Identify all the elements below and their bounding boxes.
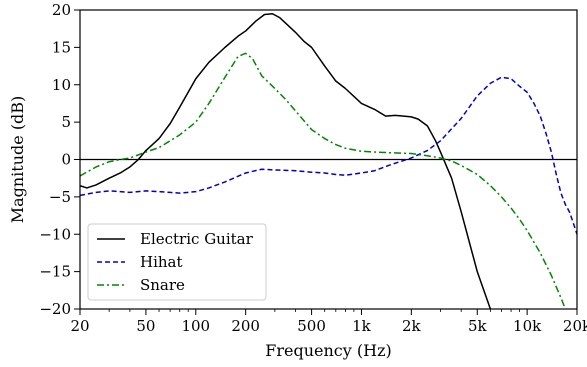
series-layer <box>80 12 577 309</box>
y-tick-label: 5 <box>61 113 71 131</box>
y-tick-label: −15 <box>39 263 71 281</box>
x-tick-label: 1k <box>352 317 372 335</box>
x-tick-label: 2k <box>402 317 422 335</box>
y-tick-label: 10 <box>52 76 71 94</box>
x-tick-label: 5k <box>468 317 488 335</box>
y-axis-label: Magnitude (dB) <box>8 96 27 224</box>
x-tick-label: 200 <box>231 317 260 335</box>
x-tick-label: 50 <box>136 317 155 335</box>
x-tick-label: 10k <box>513 317 542 335</box>
y-tick-label: 20 <box>52 1 71 19</box>
series-line-3 <box>80 52 567 309</box>
x-tick-label: 20k <box>563 317 587 335</box>
y-tick-label: −10 <box>39 225 71 243</box>
y-tick-label: −20 <box>39 300 71 318</box>
legend-label-2: Hihat <box>140 253 183 271</box>
y-tick-label: −5 <box>49 188 71 206</box>
legend: Electric Guitar Hihat Snare <box>87 223 267 301</box>
series-line-2 <box>80 76 577 235</box>
legend-box <box>87 223 267 301</box>
y-tick-label: 15 <box>52 38 71 56</box>
legend-label-3: Snare <box>140 276 185 294</box>
x-tick-label: 20 <box>70 317 89 335</box>
x-axis-label: Frequency (Hz) <box>265 341 392 360</box>
x-tick-label: 100 <box>181 317 210 335</box>
y-tick-label: 0 <box>61 151 71 169</box>
series-line-1 <box>80 12 492 309</box>
x-tick-label: 500 <box>297 317 326 335</box>
ticks-layer: 20 50 100 200 500 1k 2k 5k 10k 20k −20 −15 −10 −5 0 5 10… <box>39 1 587 335</box>
legend-label-1: Electric Guitar <box>140 230 254 248</box>
